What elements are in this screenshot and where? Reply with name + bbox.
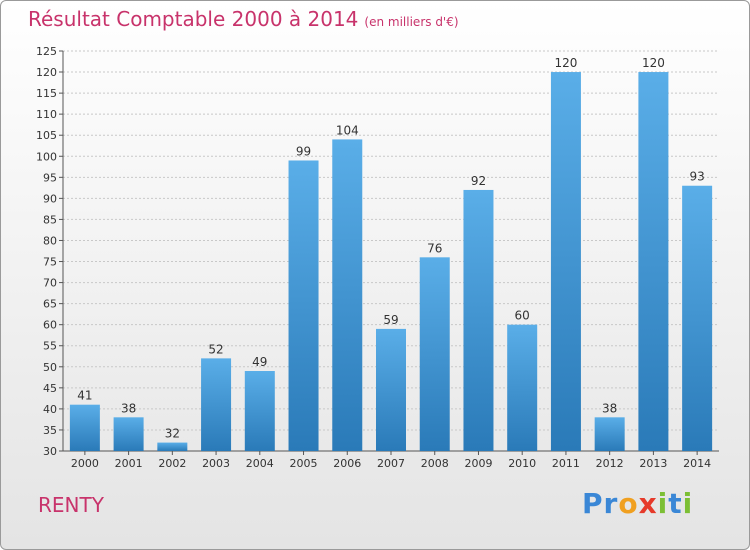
bar-value-label: 93: [689, 170, 704, 184]
bar: [507, 324, 538, 451]
bar: [463, 189, 494, 451]
x-tick-label: 2003: [202, 457, 230, 470]
bar: [638, 72, 669, 451]
bar: [594, 417, 625, 451]
bar-value-label: 120: [642, 56, 665, 70]
x-tick-label: 2014: [683, 457, 711, 470]
bar-value-label: 41: [77, 389, 92, 403]
chart-title-text: Résultat Comptable 2000 à 2014: [28, 7, 359, 31]
logo-letter: i: [657, 487, 669, 520]
y-tick-label: 115: [36, 87, 57, 100]
bar: [201, 358, 232, 451]
bar: [288, 160, 319, 451]
y-tick-label: 35: [43, 424, 57, 437]
x-tick-label: 2006: [333, 457, 361, 470]
y-tick-label: 100: [36, 150, 57, 163]
y-tick-label: 80: [43, 234, 57, 247]
y-tick-label: 120: [36, 66, 57, 79]
bar-value-label: 49: [252, 355, 267, 369]
bar: [550, 72, 581, 451]
chart-title: Résultat Comptable 2000 à 2014 (en millie…: [28, 7, 459, 31]
bar: [682, 185, 713, 451]
y-tick-label: 30: [43, 445, 57, 458]
y-tick-label: 50: [43, 361, 57, 374]
y-tick-label: 85: [43, 213, 57, 226]
bar-value-label: 104: [336, 123, 359, 137]
x-tick-label: 2011: [552, 457, 580, 470]
y-tick-label: 75: [43, 256, 57, 269]
y-tick-label: 105: [36, 129, 57, 142]
x-tick-label: 2010: [508, 457, 536, 470]
bar: [419, 257, 450, 451]
y-tick-label: 60: [43, 319, 57, 332]
y-tick-label: 65: [43, 298, 57, 311]
x-tick-label: 2005: [290, 457, 318, 470]
y-tick-label: 125: [36, 45, 57, 58]
bar: [376, 328, 406, 451]
y-tick-label: 110: [36, 108, 57, 121]
logo-letter: t: [668, 487, 683, 520]
x-tick-label: 2008: [421, 457, 449, 470]
x-tick-label: 2001: [115, 457, 143, 470]
x-tick-label: 2009: [464, 457, 492, 470]
bar: [157, 442, 188, 451]
bar-value-label: 92: [471, 174, 486, 188]
logo-letter: x: [638, 487, 658, 520]
x-tick-label: 2000: [71, 457, 99, 470]
chart-subtitle: (en milliers d'€): [364, 15, 459, 29]
y-tick-label: 40: [43, 403, 57, 416]
y-tick-label: 45: [43, 382, 57, 395]
logo-letter: P: [582, 487, 604, 520]
x-tick-label: 2013: [639, 457, 667, 470]
y-tick-label: 70: [43, 277, 57, 290]
logo-letter: r: [603, 487, 619, 520]
city-name: RENTY: [38, 493, 104, 517]
bar: [332, 139, 363, 451]
x-tick-label: 2004: [246, 457, 274, 470]
bar-value-label: 38: [602, 401, 617, 415]
y-tick-label: 90: [43, 192, 57, 205]
bar-value-label: 120: [554, 56, 577, 70]
bar-value-label: 32: [165, 427, 180, 441]
x-tick-label: 2002: [158, 457, 186, 470]
bar-value-label: 99: [296, 144, 311, 158]
logo-letter: i: [682, 487, 694, 520]
x-tick-label: 2007: [377, 457, 405, 470]
bar-value-label: 60: [515, 309, 530, 323]
bar: [113, 417, 144, 451]
proxiti-logo: Proxiti: [582, 487, 693, 520]
y-tick-label: 95: [43, 171, 57, 184]
logo-letter: o: [618, 487, 639, 520]
bar-value-label: 59: [383, 313, 398, 327]
x-tick-label: 2012: [596, 457, 624, 470]
bar-value-label: 52: [208, 342, 223, 356]
bar: [69, 404, 100, 451]
y-tick-label: 55: [43, 340, 57, 353]
bar-value-label: 76: [427, 241, 442, 255]
bar: [244, 371, 275, 451]
bar-value-label: 38: [121, 401, 136, 415]
